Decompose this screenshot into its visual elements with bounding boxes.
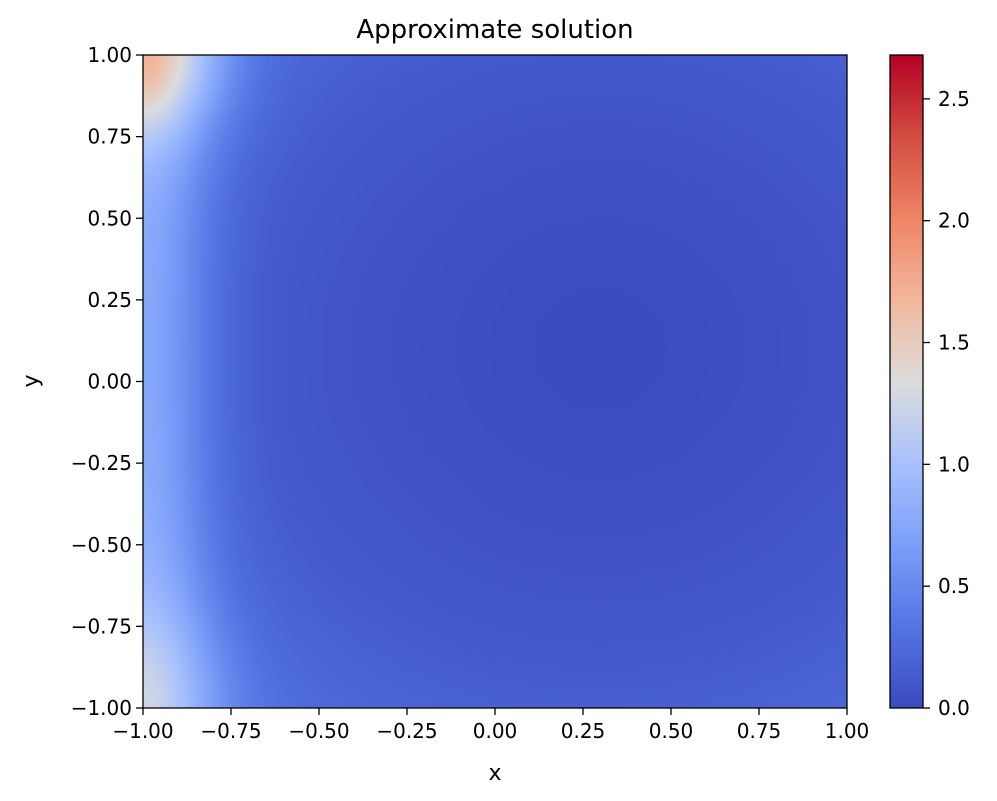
x-tick-label: 1.00 (825, 719, 870, 743)
x-tick-label: −0.50 (288, 719, 349, 743)
y-tick-label: 0.50 (87, 206, 132, 230)
y-axis-label: y (19, 374, 44, 387)
colorbar-tick-label: 2.5 (938, 87, 970, 111)
heatmap-image (143, 55, 847, 708)
y-tick-label: −0.75 (71, 614, 132, 638)
x-tick-label: 0.75 (737, 719, 782, 743)
y-tick-label: 1.00 (87, 43, 132, 67)
colorbar-tick-label: 1.0 (938, 452, 970, 476)
x-axis-label: x (488, 761, 501, 786)
y-tick-label: 0.25 (87, 288, 132, 312)
colorbar-tick-label: 2.0 (938, 209, 970, 233)
y-tick-label: −1.00 (71, 696, 132, 720)
colorbar-frame (889, 54, 924, 709)
colorbar-tick-label: 1.5 (938, 331, 970, 355)
colorbar-tick-label: 0.5 (938, 574, 970, 598)
y-tick-label: −0.50 (71, 533, 132, 557)
x-tick-label: 0.25 (561, 719, 606, 743)
colorbar-ticks: 0.0 0.5 1.0 1.5 2.0 2.5 (923, 87, 970, 720)
colorbar-tick-label: 0.0 (938, 696, 970, 720)
x-tick-label: −0.75 (200, 719, 261, 743)
x-axis: −1.00 −0.75 −0.50 −0.25 0.00 0.25 0.50 0.75 1.00 (112, 708, 869, 743)
x-tick-label: 0.50 (649, 719, 694, 743)
plot-area (142, 54, 848, 709)
x-tick-label: 0.00 (473, 719, 518, 743)
chart-title: Approximate solution (356, 15, 633, 45)
y-tick-label: −0.25 (71, 451, 132, 475)
y-axis: −1.00 −0.75 −0.50 −0.25 0.00 0.25 0.50 0.75 1.00 (71, 43, 143, 720)
colorbar-gradient (890, 55, 923, 708)
x-tick-label: −0.25 (376, 719, 437, 743)
y-tick-label: 0.00 (87, 370, 132, 394)
y-tick-label: 0.75 (87, 125, 132, 149)
colorbar: 0.0 0.5 1.0 1.5 2.0 2.5 (889, 54, 970, 720)
x-tick-label: −1.00 (112, 719, 173, 743)
